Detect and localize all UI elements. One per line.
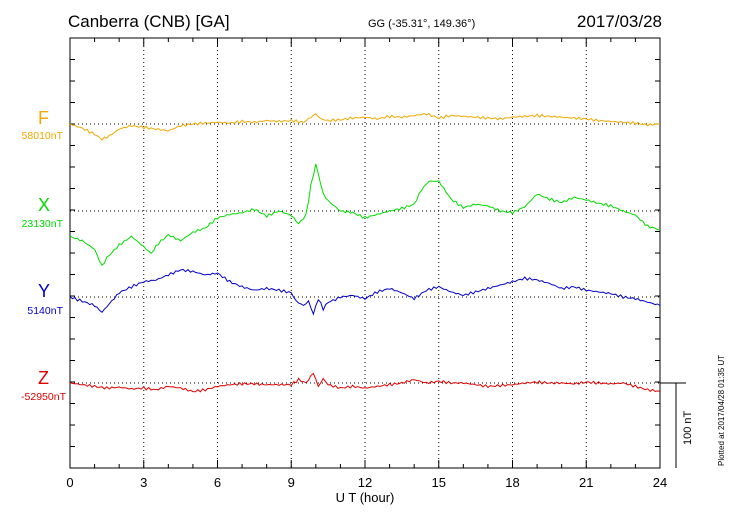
x-tick-label-3: 3 bbox=[140, 475, 147, 490]
x-tick-labels: 0 3 6 9 12 15 18 21 24 bbox=[66, 475, 667, 490]
baseline-value-Y: 5140nT bbox=[27, 305, 63, 317]
baseline-value-X: 23130nT bbox=[22, 218, 64, 230]
x-tick-label-0: 0 bbox=[66, 475, 73, 490]
station-title: Canberra (CNB) [GA] bbox=[68, 12, 230, 31]
coordinates-label: GG (-35.31°, 149.36°) bbox=[368, 18, 475, 30]
series-label-F: F bbox=[38, 108, 49, 128]
series-line-Z bbox=[69, 372, 661, 393]
series-line-F bbox=[69, 112, 661, 141]
plotted-at-note: Plotted at 2017/04/28 01:35 UT bbox=[717, 355, 726, 466]
vertical-grid bbox=[143, 38, 587, 468]
x-tick-label-9: 9 bbox=[288, 475, 295, 490]
series-line-Y bbox=[69, 268, 661, 316]
series-line-X bbox=[69, 163, 661, 266]
series-label-X: X bbox=[38, 195, 50, 215]
date-label: 2017/03/28 bbox=[577, 12, 662, 31]
series-label-Y: Y bbox=[38, 281, 50, 301]
baseline-value-Z: -52950nT bbox=[21, 391, 67, 403]
series-label-Z: Z bbox=[38, 368, 49, 388]
x-tick-label-6: 6 bbox=[214, 475, 221, 490]
baseline-value-F: 58010nT bbox=[22, 130, 64, 142]
axis-ticks bbox=[69, 38, 661, 468]
x-axis-title: U T (hour) bbox=[336, 490, 395, 505]
x-tick-label-21: 21 bbox=[579, 475, 593, 490]
x-tick-label-12: 12 bbox=[358, 475, 372, 490]
x-tick-label-24: 24 bbox=[653, 475, 667, 490]
x-tick-label-18: 18 bbox=[505, 475, 519, 490]
x-tick-label-15: 15 bbox=[432, 475, 446, 490]
scale-bar-label: 100 nT bbox=[682, 410, 694, 445]
